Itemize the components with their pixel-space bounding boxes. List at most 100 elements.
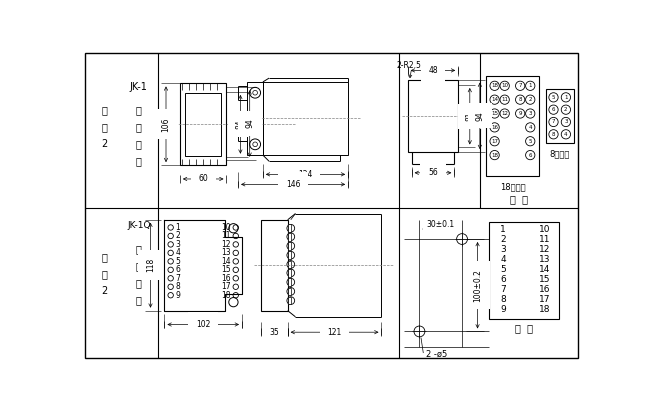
Bar <box>247 82 263 155</box>
Text: 11: 11 <box>539 235 551 244</box>
Text: 94: 94 <box>245 119 254 128</box>
Text: 10: 10 <box>501 83 508 88</box>
Text: 8: 8 <box>552 132 556 137</box>
Text: 16: 16 <box>539 285 551 294</box>
Text: 12: 12 <box>501 111 508 116</box>
Bar <box>287 278 291 286</box>
Text: 12: 12 <box>539 245 550 254</box>
Text: 6: 6 <box>552 107 556 112</box>
Text: 8: 8 <box>519 97 522 102</box>
Text: 7: 7 <box>500 285 506 294</box>
Text: 5: 5 <box>175 257 180 266</box>
Text: 84: 84 <box>236 120 245 129</box>
Text: 7: 7 <box>552 120 556 125</box>
Text: 1: 1 <box>564 95 568 100</box>
Text: 2: 2 <box>175 232 180 241</box>
Text: 16: 16 <box>491 125 498 130</box>
Text: 7: 7 <box>175 274 180 283</box>
Text: 6: 6 <box>175 265 180 274</box>
Text: 18: 18 <box>539 305 551 314</box>
Bar <box>287 233 291 241</box>
Text: 4: 4 <box>564 132 568 137</box>
Text: 1: 1 <box>500 225 506 234</box>
Text: 118: 118 <box>146 258 155 272</box>
Text: 18: 18 <box>222 291 231 300</box>
Bar <box>489 222 559 319</box>
Text: 9: 9 <box>175 291 180 300</box>
Bar <box>263 82 348 155</box>
Text: 9: 9 <box>500 305 506 314</box>
Text: JK-1Q: JK-1Q <box>127 221 151 230</box>
Bar <box>287 242 291 250</box>
Text: 2: 2 <box>500 235 506 244</box>
Text: 17: 17 <box>491 139 498 144</box>
Text: 18: 18 <box>491 83 498 88</box>
Text: 102: 102 <box>196 320 211 329</box>
Text: JK-1: JK-1 <box>130 82 148 92</box>
Text: 6: 6 <box>528 153 532 158</box>
Text: 7: 7 <box>519 83 522 88</box>
Bar <box>185 93 221 156</box>
Bar <box>180 83 227 165</box>
Text: 背  视: 背 视 <box>510 194 528 204</box>
Text: 146: 146 <box>286 180 300 189</box>
Text: 3: 3 <box>500 245 506 254</box>
Text: 14: 14 <box>491 97 498 102</box>
Text: 图: 图 <box>101 123 107 132</box>
Text: 15: 15 <box>222 265 231 274</box>
Bar <box>260 220 287 311</box>
Text: 56: 56 <box>428 168 438 177</box>
Text: 17: 17 <box>539 295 551 304</box>
Text: 10: 10 <box>222 223 231 232</box>
Bar <box>287 287 291 295</box>
Bar <box>287 297 291 304</box>
Bar <box>546 89 574 143</box>
Text: 6: 6 <box>500 276 506 284</box>
Text: 2: 2 <box>564 107 568 112</box>
Text: 正  视: 正 视 <box>515 323 533 333</box>
Text: 18点端子: 18点端子 <box>499 182 525 191</box>
Text: 15: 15 <box>491 111 498 116</box>
Text: 2-R2.5: 2-R2.5 <box>396 61 421 70</box>
Text: 30±0.1: 30±0.1 <box>426 220 455 229</box>
Text: 1: 1 <box>528 83 532 88</box>
Text: 4: 4 <box>175 248 180 257</box>
Text: 后: 后 <box>136 123 142 132</box>
Text: 48: 48 <box>428 66 438 75</box>
Text: 线: 线 <box>136 156 142 166</box>
Text: 60: 60 <box>198 175 208 184</box>
Text: 11: 11 <box>501 97 508 102</box>
Text: 9: 9 <box>519 111 522 116</box>
Text: 5: 5 <box>528 139 532 144</box>
Bar <box>287 269 291 277</box>
Text: 17: 17 <box>222 282 231 291</box>
Text: 8: 8 <box>500 295 506 304</box>
Text: 接: 接 <box>136 139 142 149</box>
Bar <box>287 252 291 259</box>
Text: 124: 124 <box>298 170 313 179</box>
Text: 100±0.2: 100±0.2 <box>473 269 482 302</box>
Text: 1: 1 <box>175 223 180 232</box>
Bar <box>287 260 291 268</box>
Text: 4: 4 <box>500 255 506 264</box>
Text: 14: 14 <box>539 265 550 274</box>
Text: 板: 板 <box>136 105 142 116</box>
Text: 板: 板 <box>136 244 142 254</box>
Text: 5: 5 <box>552 95 556 100</box>
Text: 2 -ø5: 2 -ø5 <box>426 350 447 359</box>
Text: 13: 13 <box>539 255 551 264</box>
Text: 附: 附 <box>101 252 107 262</box>
Text: 15: 15 <box>539 276 551 284</box>
Text: 附: 附 <box>101 105 107 116</box>
Bar <box>287 224 291 232</box>
Text: 3: 3 <box>564 120 568 125</box>
Text: 10: 10 <box>539 225 551 234</box>
Text: 2: 2 <box>101 286 107 295</box>
Text: 3: 3 <box>528 111 532 116</box>
Text: 前: 前 <box>136 261 142 271</box>
Text: 18: 18 <box>491 153 498 158</box>
Text: 8: 8 <box>175 282 180 291</box>
Text: 13: 13 <box>222 248 231 257</box>
Text: 2: 2 <box>528 97 532 102</box>
Text: 11: 11 <box>222 232 231 241</box>
